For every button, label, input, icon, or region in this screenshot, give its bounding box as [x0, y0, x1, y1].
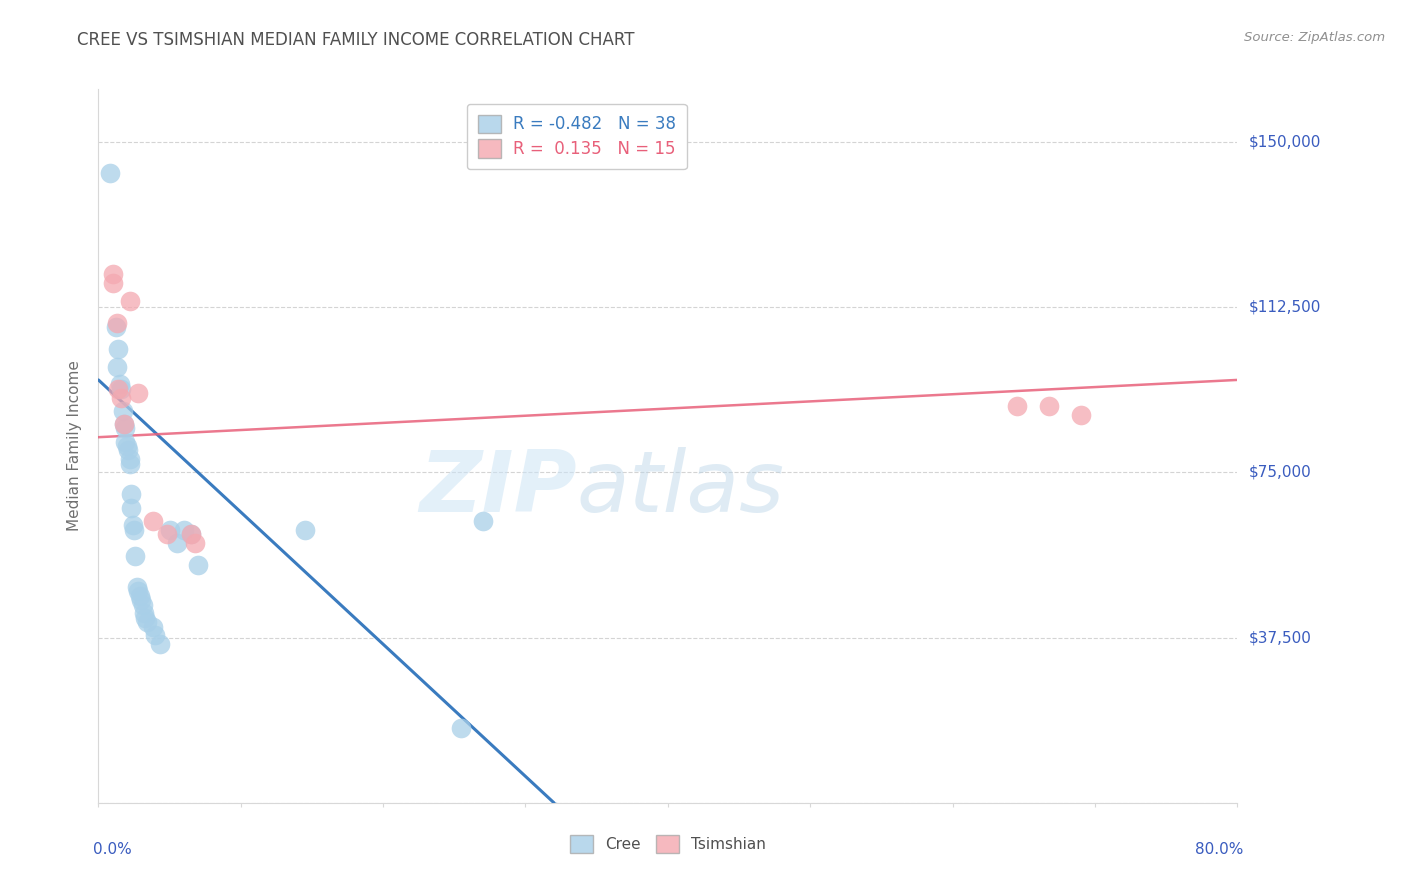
Point: [184, 536, 207, 550]
Point: [1038, 400, 1060, 414]
Point: [129, 593, 152, 607]
Text: ZIP: ZIP: [419, 447, 576, 531]
Point: [132, 607, 155, 621]
Text: $150,000: $150,000: [1249, 135, 1320, 150]
Point: [101, 267, 124, 281]
Point: [118, 457, 141, 471]
Point: [471, 514, 494, 528]
Point: [166, 536, 188, 550]
Text: 80.0%: 80.0%: [1195, 842, 1243, 857]
Point: [173, 523, 195, 537]
Point: [105, 316, 128, 330]
Point: [112, 417, 135, 431]
Point: [101, 276, 124, 290]
Point: [107, 342, 129, 356]
Point: [118, 293, 141, 308]
Point: [131, 598, 153, 612]
Point: [141, 514, 163, 528]
Point: [127, 584, 149, 599]
Point: [187, 558, 209, 572]
Point: [1005, 400, 1028, 414]
Point: [145, 628, 167, 642]
Text: $37,500: $37,500: [1249, 630, 1312, 645]
Point: [98, 166, 121, 180]
Point: [121, 518, 143, 533]
Point: [149, 637, 172, 651]
Text: CREE VS TSIMSHIAN MEDIAN FAMILY INCOME CORRELATION CHART: CREE VS TSIMSHIAN MEDIAN FAMILY INCOME C…: [77, 31, 636, 49]
Point: [450, 721, 472, 735]
Point: [110, 382, 132, 396]
Point: [108, 377, 131, 392]
Point: [110, 391, 132, 405]
Y-axis label: Median Family Income: Median Family Income: [67, 360, 83, 532]
Point: [141, 619, 163, 633]
Point: [117, 443, 139, 458]
Point: [135, 615, 157, 630]
Text: Source: ZipAtlas.com: Source: ZipAtlas.com: [1244, 31, 1385, 45]
Point: [122, 523, 145, 537]
Point: [1070, 408, 1092, 422]
Point: [159, 523, 181, 537]
Point: [180, 527, 202, 541]
Point: [118, 452, 141, 467]
Point: [125, 580, 148, 594]
Point: [114, 434, 136, 449]
Point: [180, 527, 202, 541]
Point: [107, 382, 129, 396]
Point: [124, 549, 146, 563]
Text: $112,500: $112,500: [1249, 300, 1320, 315]
Point: [111, 403, 134, 417]
Point: [112, 417, 135, 431]
Point: [294, 523, 316, 537]
Point: [115, 439, 138, 453]
Point: [120, 500, 142, 515]
Text: $75,000: $75,000: [1249, 465, 1312, 480]
Point: [120, 487, 142, 501]
Point: [156, 527, 179, 541]
Text: atlas: atlas: [576, 447, 785, 531]
Point: [134, 611, 156, 625]
Point: [105, 359, 128, 374]
Point: [104, 320, 127, 334]
Point: [127, 386, 149, 401]
Text: 0.0%: 0.0%: [93, 842, 132, 857]
Legend: Cree, Tsimshian: Cree, Tsimshian: [564, 829, 772, 859]
Point: [114, 421, 136, 435]
Point: [128, 589, 150, 603]
